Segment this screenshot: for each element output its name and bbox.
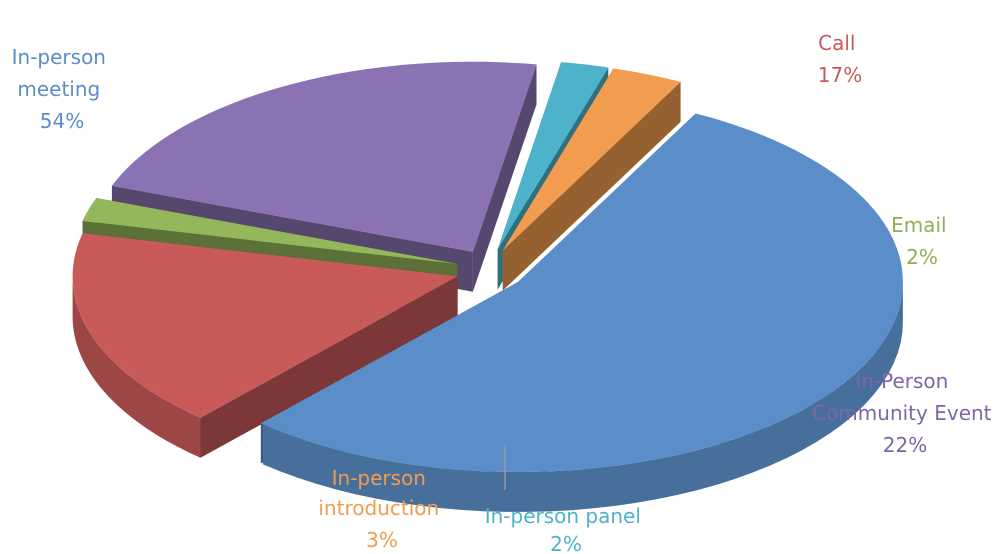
slice-in-person-introduction-top (502, 68, 681, 251)
label-introduction-value: 3% (366, 528, 398, 552)
label-community-event: In-Person Community Event 22% (812, 369, 998, 457)
slice-in-person-panel-top (497, 62, 609, 250)
label-panel-name: In-person panel (485, 504, 641, 528)
pie-slices (72, 61, 903, 512)
label-introduction-line2: introduction (318, 496, 439, 520)
slice-call (72, 233, 458, 458)
label-in-person-introduction: In-person introduction 3% (318, 466, 445, 552)
label-call-name: Call (818, 31, 855, 55)
slice-in-person-introduction (502, 68, 681, 291)
label-community-event-line1: In-Person (855, 369, 948, 393)
label-in-person-panel: In-person panel 2% (485, 504, 648, 554)
slice-in-person-meeting-top (260, 113, 903, 472)
label-email-name: Email (891, 213, 947, 237)
label-in-person-meeting-value: 54% (40, 109, 84, 133)
label-community-event-value: 22% (883, 433, 927, 457)
slice-email-top (82, 198, 458, 264)
slice-in-person-meeting (260, 113, 903, 512)
slice-call-rim-0 (72, 273, 201, 458)
slice-community-event-side-end (472, 64, 537, 292)
slice-call-side-start (200, 276, 458, 458)
label-call-value: 17% (818, 63, 862, 87)
label-community-event-line2: Community Event (812, 401, 992, 425)
label-email: Email 2% (891, 213, 953, 269)
slice-in-person-meeting-rim-0 (262, 280, 903, 512)
label-in-person-meeting: In-person meeting 54% (12, 45, 113, 133)
label-email-value: 2% (906, 245, 938, 269)
label-in-person-meeting-line1: In-person (12, 45, 106, 69)
label-introduction-line1: In-person (332, 466, 426, 490)
label-call: Call 17% (818, 31, 862, 87)
label-in-person-meeting-line2: meeting (17, 77, 100, 101)
slice-in-person-introduction-side-end (502, 81, 681, 291)
label-panel-value: 2% (550, 532, 582, 554)
slice-community-event-top (111, 61, 537, 252)
slice-call-top (72, 233, 458, 418)
